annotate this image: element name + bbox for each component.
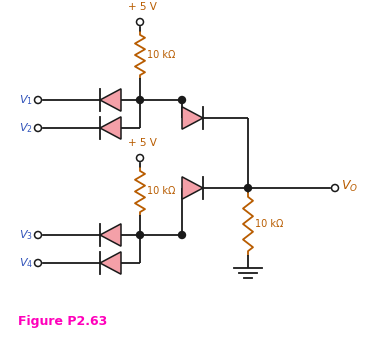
Circle shape	[34, 231, 41, 238]
Text: $V_3$: $V_3$	[19, 228, 33, 242]
Circle shape	[34, 260, 41, 266]
Polygon shape	[100, 252, 121, 274]
Circle shape	[34, 97, 41, 103]
Text: 10 kΩ: 10 kΩ	[255, 219, 283, 229]
Circle shape	[244, 184, 252, 191]
Circle shape	[34, 125, 41, 131]
Text: + 5 V: + 5 V	[128, 2, 156, 12]
Circle shape	[332, 184, 339, 191]
Polygon shape	[182, 177, 203, 199]
Circle shape	[136, 97, 144, 103]
Text: $V_2$: $V_2$	[19, 121, 33, 135]
Polygon shape	[182, 107, 203, 129]
Polygon shape	[100, 117, 121, 139]
Circle shape	[178, 231, 185, 238]
Text: 10 kΩ: 10 kΩ	[147, 186, 175, 197]
Polygon shape	[100, 224, 121, 246]
Text: $V_1$: $V_1$	[19, 93, 33, 107]
Text: Figure P2.63: Figure P2.63	[18, 315, 107, 328]
Circle shape	[136, 155, 144, 162]
Circle shape	[136, 231, 144, 238]
Text: $V_O$: $V_O$	[341, 179, 358, 193]
Text: 10 kΩ: 10 kΩ	[147, 50, 175, 60]
Circle shape	[136, 18, 144, 26]
Text: $V_4$: $V_4$	[19, 256, 33, 270]
Polygon shape	[100, 89, 121, 111]
Text: + 5 V: + 5 V	[128, 138, 156, 148]
Circle shape	[178, 97, 185, 103]
